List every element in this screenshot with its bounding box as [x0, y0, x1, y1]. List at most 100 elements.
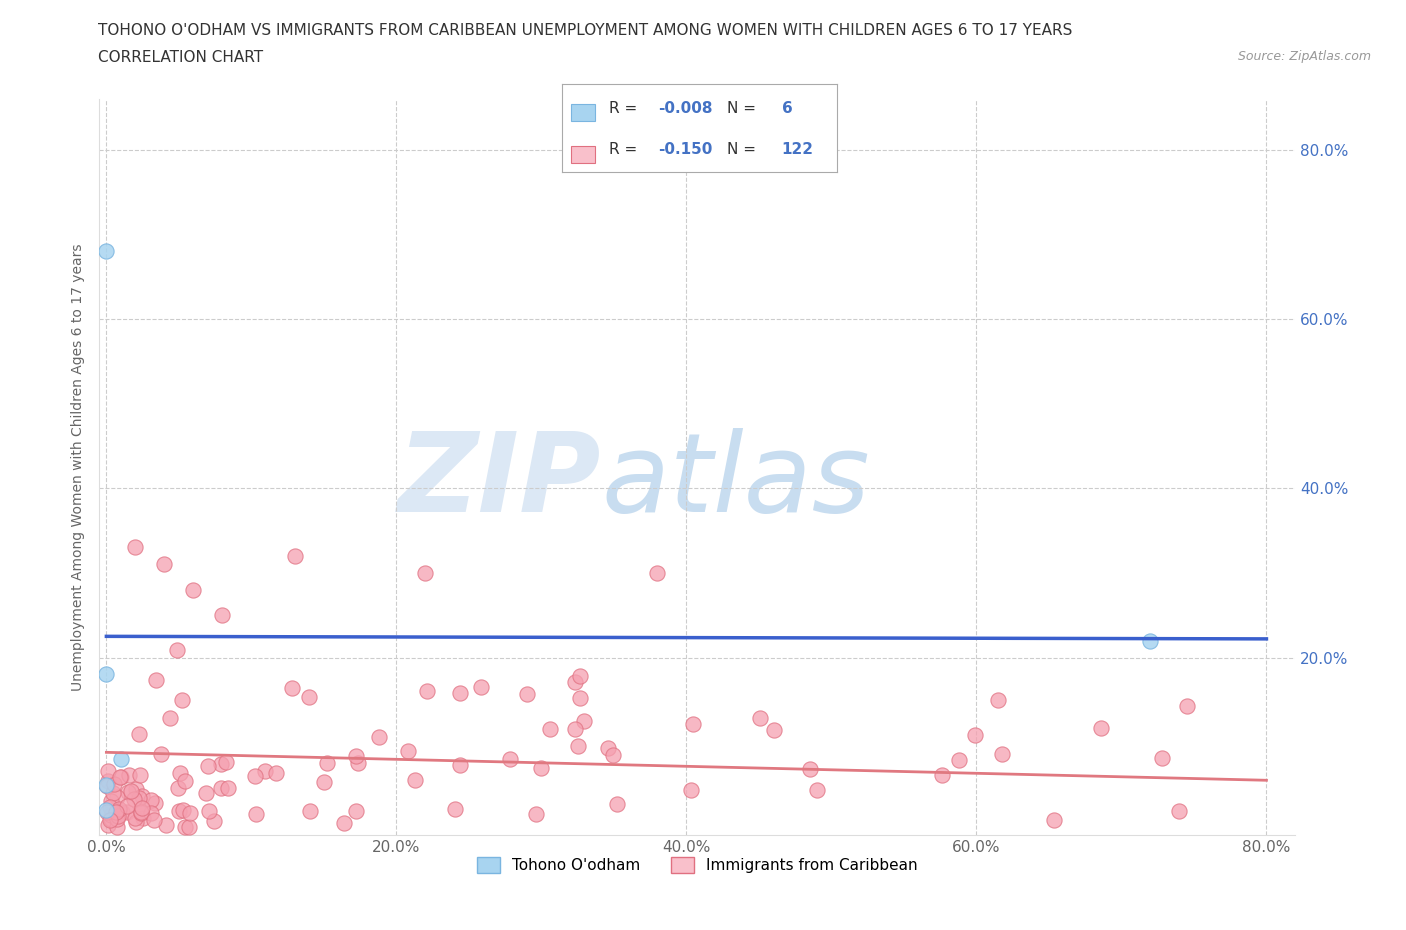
Point	[100, 808, 122, 823]
Point	[215, 754, 238, 769]
Point	[415, 565, 437, 580]
Text: N =: N =	[727, 101, 761, 116]
Point	[254, 764, 277, 778]
Point	[110, 751, 132, 766]
Point	[167, 780, 190, 795]
Point	[122, 791, 145, 806]
Point	[105, 804, 128, 819]
Point	[139, 805, 162, 820]
Point	[368, 729, 391, 744]
Point	[142, 813, 165, 828]
Point	[404, 773, 426, 788]
Point	[169, 804, 191, 818]
Point	[183, 582, 205, 597]
Point	[198, 804, 221, 818]
Text: TOHONO O'ODHAM VS IMMIGRANTS FROM CARIBBEAN UNEMPLOYMENT AMONG WOMEN WITH CHILDR: TOHONO O'ODHAM VS IMMIGRANTS FROM CARIBB…	[98, 23, 1073, 38]
Point	[105, 790, 128, 804]
Point	[217, 780, 239, 795]
Point	[110, 769, 132, 784]
Point	[574, 714, 596, 729]
Point	[1090, 721, 1112, 736]
Point	[153, 557, 176, 572]
Point	[97, 817, 120, 832]
Point	[115, 799, 138, 814]
Point	[344, 804, 367, 818]
Point	[298, 690, 321, 705]
Point	[281, 681, 304, 696]
Point	[415, 684, 437, 698]
Point	[107, 809, 129, 824]
Point	[105, 819, 128, 834]
Point	[129, 767, 152, 782]
Point	[298, 804, 321, 818]
Point	[131, 811, 153, 826]
Point	[172, 803, 194, 817]
Point	[128, 790, 150, 805]
Point	[209, 780, 232, 795]
Y-axis label: Unemployment Among Women with Children Ages 6 to 17 years: Unemployment Among Women with Children A…	[72, 244, 86, 691]
Point	[96, 667, 118, 682]
Point	[682, 717, 704, 732]
Point	[931, 767, 953, 782]
Point	[284, 549, 307, 564]
Point	[245, 806, 267, 821]
Point	[396, 744, 419, 759]
Point	[124, 782, 146, 797]
Point	[538, 721, 561, 736]
Point	[108, 769, 131, 784]
Point	[155, 817, 177, 832]
Point	[100, 811, 122, 826]
Point	[194, 785, 217, 800]
Point	[762, 723, 785, 737]
Point	[748, 711, 770, 725]
Point	[1139, 633, 1161, 648]
Point	[564, 722, 586, 737]
Point	[209, 756, 232, 771]
Point	[1168, 804, 1191, 819]
Point	[179, 819, 201, 834]
Text: -0.150: -0.150	[658, 142, 713, 157]
Point	[596, 740, 619, 755]
Point	[315, 756, 337, 771]
Point	[347, 755, 370, 770]
Point	[564, 674, 586, 689]
Point	[101, 786, 124, 801]
Bar	[571, 146, 595, 164]
Point	[169, 765, 191, 780]
Point	[179, 805, 201, 820]
Point	[806, 782, 828, 797]
Point	[344, 748, 367, 763]
Text: R =: R =	[609, 142, 643, 157]
Point	[129, 805, 152, 820]
Point	[115, 804, 138, 819]
Point	[97, 774, 120, 789]
Point	[333, 816, 356, 830]
Point	[143, 796, 166, 811]
Point	[965, 727, 987, 742]
Point	[312, 775, 335, 790]
Point	[211, 607, 233, 622]
Point	[568, 690, 591, 705]
Point	[444, 801, 467, 816]
Point	[987, 693, 1010, 708]
Point	[96, 777, 118, 792]
Point	[174, 773, 197, 788]
Point	[108, 802, 131, 817]
Point	[245, 768, 267, 783]
Point	[681, 782, 703, 797]
Point	[166, 642, 188, 657]
Point	[98, 813, 121, 828]
Point	[1043, 813, 1066, 828]
Point	[470, 680, 492, 695]
Point	[125, 815, 148, 830]
Legend: Tohono O'odham, Immigrants from Caribbean: Tohono O'odham, Immigrants from Caribbea…	[471, 851, 924, 879]
Point	[105, 812, 128, 827]
Text: Source: ZipAtlas.com: Source: ZipAtlas.com	[1237, 50, 1371, 63]
Text: 122: 122	[782, 142, 814, 157]
Point	[197, 758, 219, 773]
Point	[948, 752, 970, 767]
Point	[1150, 751, 1173, 765]
Point	[498, 751, 520, 766]
Point	[96, 244, 118, 259]
Point	[264, 765, 287, 780]
